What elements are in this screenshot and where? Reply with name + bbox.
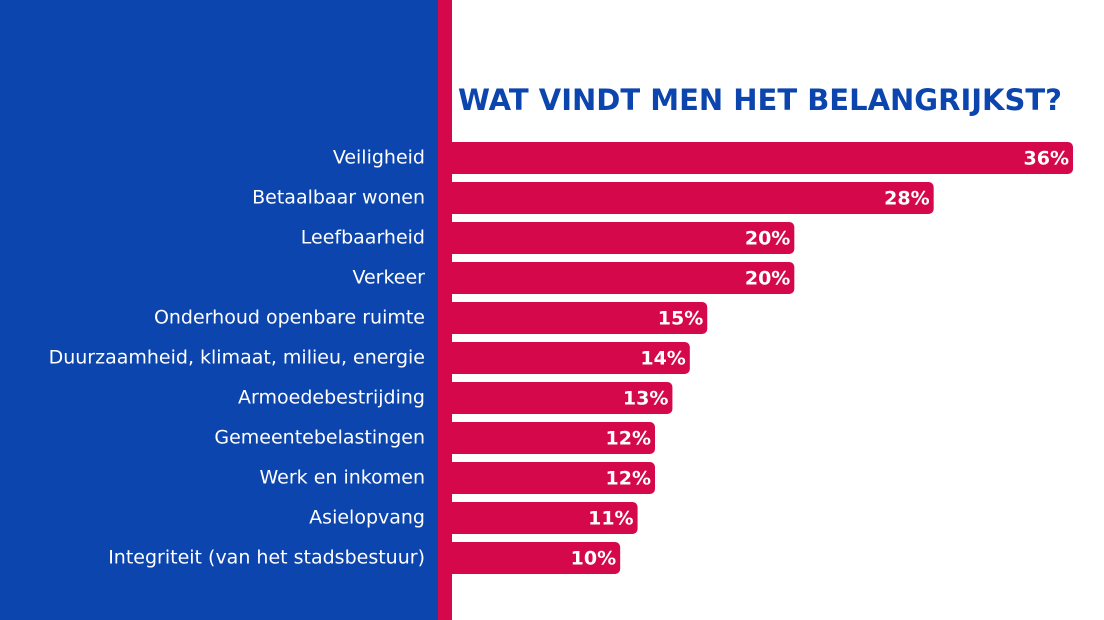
value-label: 20% — [745, 268, 790, 290]
category-label: Leefbaarheid — [301, 227, 425, 249]
value-label: 15% — [658, 308, 703, 330]
value-label: 36% — [1024, 148, 1069, 170]
category-label: Verkeer — [352, 267, 425, 289]
category-label: Asielopvang — [309, 507, 425, 529]
value-label: 10% — [571, 548, 616, 570]
value-label: 12% — [606, 468, 651, 490]
bar — [446, 502, 638, 534]
category-label: Veiligheid — [333, 147, 425, 169]
category-label: Armoedebestrijding — [238, 387, 425, 409]
category-label: Gemeentebelastingen — [214, 427, 425, 449]
bar — [446, 222, 795, 254]
value-label: 20% — [745, 228, 790, 250]
category-label: Betaalbaar wonen — [252, 187, 425, 209]
value-label: 13% — [623, 388, 668, 410]
category-label: Onderhoud openbare ruimte — [154, 307, 425, 329]
category-label: Integriteit (van het stadsbestuur) — [108, 547, 425, 569]
bar — [446, 302, 708, 334]
bar — [446, 462, 655, 494]
bar — [446, 342, 690, 374]
left-panel — [0, 0, 438, 620]
bar — [446, 422, 655, 454]
value-label: 28% — [884, 188, 929, 210]
bar — [446, 542, 621, 574]
value-label: 14% — [640, 348, 685, 370]
value-label: 12% — [606, 428, 651, 450]
value-label: 11% — [588, 508, 633, 530]
bar — [446, 182, 934, 214]
category-label: Werk en inkomen — [260, 467, 426, 489]
category-label: Duurzaamheid, klimaat, milieu, energie — [49, 347, 425, 369]
chart-title: WAT VINDT MEN HET BELANGRIJKST? — [458, 83, 1062, 117]
bar — [446, 142, 1073, 174]
bar — [446, 262, 795, 294]
bar — [446, 382, 673, 414]
